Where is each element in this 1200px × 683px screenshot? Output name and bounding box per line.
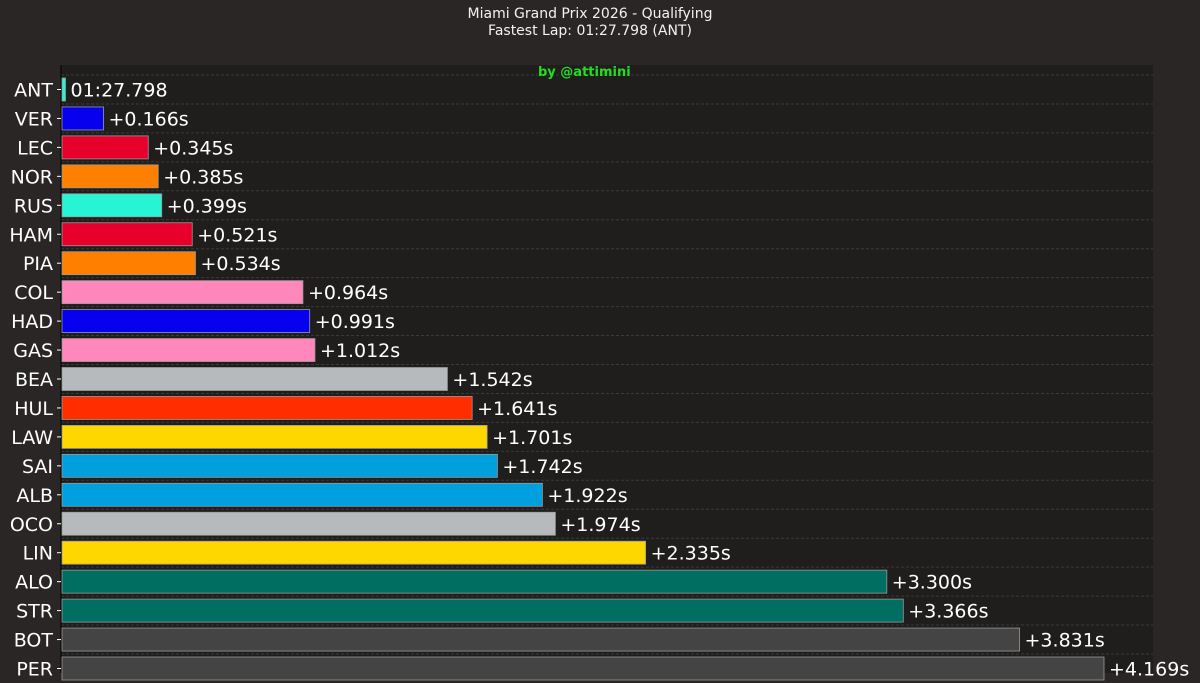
bar-alo [61,569,888,594]
bar-str [61,598,904,623]
bar-lec [61,135,149,160]
gap-label-law: +1.701s [492,427,572,449]
driver-label-bot: BOT [14,630,54,652]
gap-label-pia: +0.534s [200,253,280,275]
driver-label-nor: NOR [11,166,53,188]
bar-law [61,424,488,449]
watermark: by @attimini [538,65,631,80]
driver-label-ant: ANT [14,80,53,102]
driver-label-per: PER [16,659,53,681]
gap-label-sai: +1.742s [502,456,582,478]
driver-label-alb: ALB [16,485,53,507]
gap-label-col: +0.964s [308,282,388,304]
gap-label-lec: +0.345s [153,137,233,159]
driver-label-gas: GAS [13,340,53,362]
chart-subtitle: Fastest Lap: 01:27.798 (ANT) [488,23,692,39]
gap-label-lin: +2.335s [651,543,731,565]
driver-label-ham: HAM [9,224,53,246]
driver-label-had: HAD [11,311,53,333]
gap-label-nor: +0.385s [163,166,243,188]
driver-label-hul: HUL [14,398,53,420]
driver-label-law: LAW [11,427,53,449]
bar-col [61,280,304,305]
bar-bot [61,627,1020,652]
driver-label-ver: VER [15,108,53,130]
bar-bea [61,367,448,391]
gap-label-rus: +0.399s [167,195,247,217]
bar-lin [61,540,647,565]
bar-oco [61,511,556,536]
bar-rus [61,193,163,218]
bar-gas [61,338,316,362]
chart-title-block: Miami Grand Prix 2026 - Qualifying Faste… [0,6,1180,40]
gap-label-ant: 01:27.798 [71,80,168,102]
bar-ver [61,106,104,131]
driver-label-col: COL [14,282,53,304]
gap-label-bea: +1.542s [452,369,532,391]
driver-label-rus: RUS [14,195,53,217]
gap-label-per: +4.169s [1109,659,1189,681]
driver-label-str: STR [16,601,53,623]
bar-ham [61,222,193,247]
gap-label-ver: +0.166s [108,108,188,130]
gap-label-ham: +0.521s [197,224,277,246]
driver-label-pia: PIA [23,253,53,275]
gap-label-gas: +1.012s [320,340,400,362]
bar-had [61,309,311,334]
gap-label-bot: +3.831s [1025,630,1105,652]
bar-nor [61,164,159,189]
gap-label-str: +3.366s [908,601,988,623]
gap-label-oco: +1.974s [560,514,640,536]
driver-label-alo: ALO [15,572,53,594]
bar-alb [61,482,543,507]
bar-sai [61,453,498,478]
bar-hul [61,396,473,420]
driver-label-bea: BEA [15,369,53,391]
driver-label-lin: LIN [23,543,53,565]
chart-title: Miami Grand Prix 2026 - Qualifying [467,6,713,22]
gap-label-alb: +1.922s [547,485,627,507]
gap-label-had: +0.991s [315,311,395,333]
bar-ant [61,77,66,102]
driver-label-oco: OCO [10,514,53,536]
driver-label-lec: LEC [17,137,53,159]
gap-label-alo: +3.300s [892,572,972,594]
gap-label-hul: +1.641s [477,398,557,420]
bar-pia [61,251,196,276]
driver-label-sai: SAI [22,456,53,478]
bar-per [61,656,1105,681]
